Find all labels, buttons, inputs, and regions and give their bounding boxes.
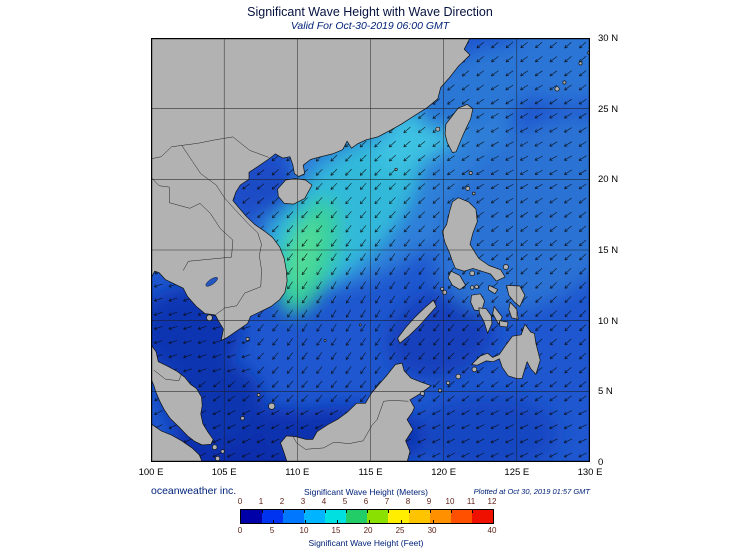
meters-tick-label: 6	[363, 497, 369, 506]
colorbar-tick	[304, 510, 305, 513]
y-tick-label: 25 N	[598, 103, 619, 115]
meters-tick-label: 7	[384, 497, 390, 506]
feet-tick-label: 20	[363, 526, 373, 535]
plotted-timestamp: Plotted at Oct 30, 2019 01:57 GMT	[473, 487, 590, 496]
meters-tick-label: 8	[405, 497, 411, 506]
colorbar-segment	[472, 510, 493, 523]
colorbar-tick	[337, 520, 338, 523]
x-tick-label: 130 E	[577, 467, 603, 478]
map-border	[151, 38, 590, 462]
page-title: Significant Wave Height with Wave Direct…	[247, 5, 493, 19]
x-tick-label: 105 E	[211, 467, 237, 478]
land-layer	[151, 38, 590, 462]
page-subtitle: Valid For Oct-30-2019 06:00 GMT	[290, 20, 450, 32]
colorbar-tick	[472, 510, 473, 513]
meters-tick-label: 11	[466, 497, 476, 506]
meters-tick-label: 10	[445, 497, 455, 506]
colorbar-segment	[325, 510, 346, 523]
feet-tick-label: 40	[487, 526, 497, 535]
feet-tick-label: 0	[237, 526, 243, 535]
feet-tick-label: 15	[331, 526, 341, 535]
colorbar-segment	[409, 510, 430, 523]
wave-height-colorbar	[240, 509, 494, 524]
feet-tick-label: 30	[427, 526, 437, 535]
colorbar-segment	[388, 510, 409, 523]
map-plot	[151, 38, 590, 462]
colorbar-tick	[346, 510, 347, 513]
country-borders	[151, 136, 409, 450]
feet-tick-label: 25	[395, 526, 405, 535]
map-svg	[151, 38, 590, 462]
meters-tick-label: 12	[487, 497, 497, 506]
colorbar-segment	[430, 510, 451, 523]
meters-tick-label: 1	[258, 497, 264, 506]
colorbar-tick	[273, 520, 274, 523]
colorbar-tick	[325, 510, 326, 513]
colorbar-tick	[305, 520, 306, 523]
colorbar-tick	[409, 510, 410, 513]
colorbar-segment	[451, 510, 472, 523]
y-tick-label: 5 N	[598, 386, 613, 398]
x-tick-label: 120 E	[431, 467, 457, 478]
colorbar-tick	[367, 510, 368, 513]
colorbar-segment	[262, 510, 283, 523]
colorbar-tick	[283, 510, 284, 513]
meters-tick-label: 3	[300, 497, 306, 506]
grid-lines	[151, 38, 590, 462]
legend-feet-title: Significant Wave Height (Feet)	[308, 538, 424, 548]
colorbar-tick	[262, 510, 263, 513]
colorbar-tick	[401, 520, 403, 523]
x-tick-label: 100 E	[138, 467, 164, 478]
oceanweather-credit: oceanweather inc.	[151, 485, 237, 497]
colorbar-tick	[369, 520, 371, 523]
feet-tick-label: 10	[299, 526, 309, 535]
colorbar-tick	[388, 510, 389, 513]
colorbar-segment	[367, 510, 388, 523]
meters-tick-label: 4	[321, 497, 327, 506]
colorbar-segment	[283, 510, 304, 523]
y-tick-label: 0	[598, 457, 604, 468]
meters-tick-label: 9	[426, 497, 432, 506]
y-tick-label: 15 N	[598, 245, 619, 256]
colorbar-tick	[451, 510, 452, 513]
meters-tick-label: 5	[342, 497, 348, 506]
meters-tick-label: 0	[237, 497, 243, 506]
colorbar-tick	[433, 520, 435, 523]
y-tick-label: 10 N	[598, 315, 619, 327]
x-tick-label: 110 E	[285, 467, 310, 478]
colorbar-tick	[430, 510, 431, 513]
legend-meters-title: Significant Wave Height (Meters)	[304, 487, 428, 497]
meters-tick-label: 2	[279, 497, 285, 506]
y-tick-label: 20 N	[598, 174, 619, 186]
y-tick-label: 30 N	[598, 33, 619, 44]
colorbar-segment	[241, 510, 262, 523]
colorbar-segment	[346, 510, 367, 523]
x-tick-label: 125 E	[504, 467, 530, 478]
feet-tick-label: 5	[269, 526, 275, 535]
x-tick-label: 115 E	[358, 467, 383, 478]
colorbar-segment	[304, 510, 325, 523]
lake	[205, 277, 218, 287]
